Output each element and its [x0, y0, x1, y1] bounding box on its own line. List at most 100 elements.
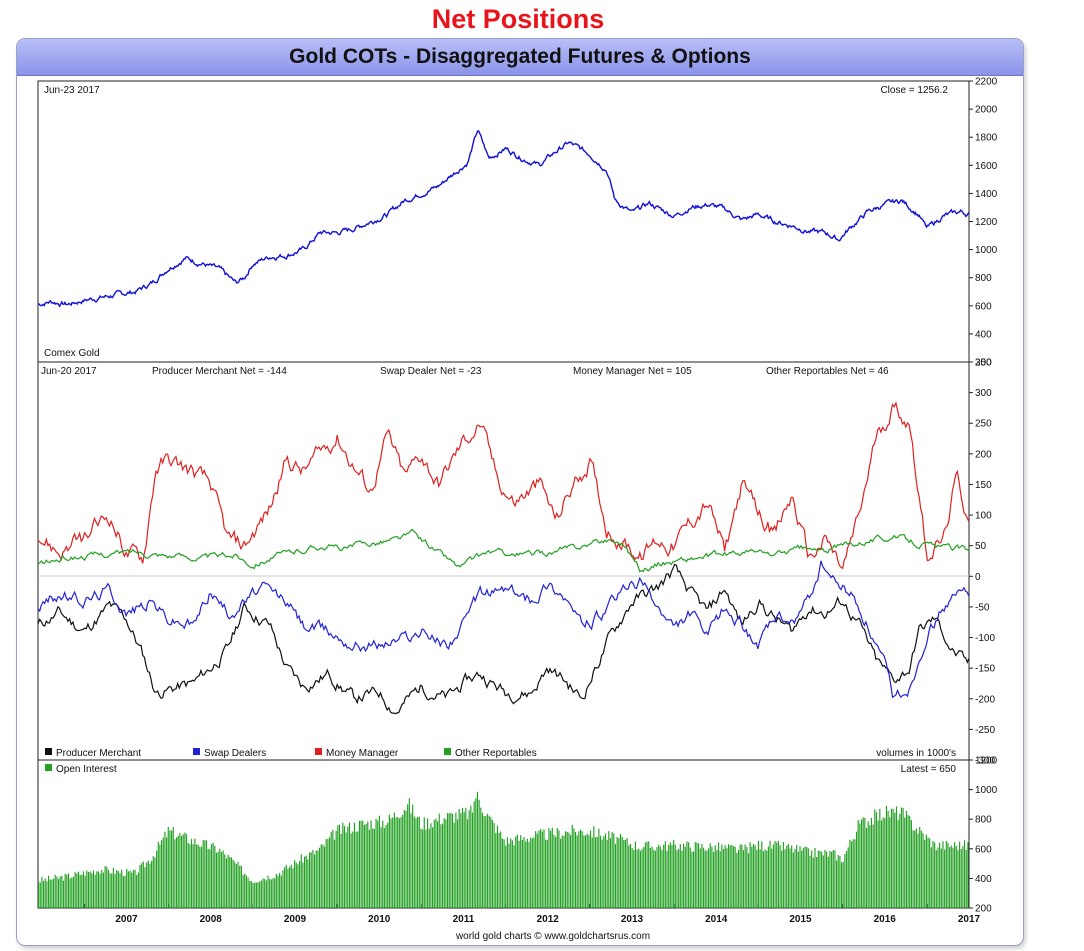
- oi-bar: [448, 813, 450, 908]
- oi-bar: [397, 817, 399, 908]
- oi-bar: [470, 805, 472, 908]
- oi-bar: [380, 827, 382, 908]
- oi-bar: [312, 849, 314, 908]
- price-tick-label: 1800: [975, 133, 998, 144]
- oi-bar: [302, 862, 304, 908]
- oi-bar: [282, 870, 284, 908]
- net-tick-label: 200: [975, 449, 992, 460]
- oi-bar: [746, 847, 748, 908]
- oi-bar: [503, 839, 505, 908]
- oi-bar: [862, 817, 864, 908]
- oi-bar: [51, 879, 53, 908]
- oi-bar: [415, 818, 417, 908]
- net-lines-group: [37, 401, 970, 715]
- oi-bar: [732, 846, 735, 908]
- oi-bar: [488, 815, 490, 908]
- oi-bar: [443, 818, 445, 908]
- oi-bar: [385, 825, 387, 908]
- oi-bar: [797, 851, 799, 908]
- oi-bar: [94, 874, 96, 908]
- oi-bar: [935, 850, 937, 908]
- producer-merchant-line: [37, 563, 970, 715]
- oi-bar: [432, 827, 434, 908]
- oi-bar: [822, 855, 824, 908]
- oi-bar: [850, 841, 853, 908]
- footer-credit: world gold charts © www.goldchartsrus.co…: [455, 931, 650, 942]
- gold-price-line: [37, 130, 970, 308]
- oi-bar: [49, 879, 51, 908]
- oi-bar: [526, 838, 528, 908]
- oi-bar: [97, 871, 100, 908]
- oi-bar: [427, 818, 429, 908]
- price-panel: [37, 80, 970, 363]
- net-tick-label: -250: [975, 725, 995, 736]
- oi-bar: [693, 851, 695, 908]
- oi-bar: [473, 801, 475, 908]
- oi-bar: [606, 839, 608, 908]
- oi-bar: [659, 846, 661, 908]
- oi-bar: [56, 876, 58, 908]
- oi-bar: [413, 816, 415, 908]
- oi-bar: [152, 856, 154, 908]
- oi-bar: [791, 845, 793, 908]
- oi-legend-swatch: [45, 764, 52, 771]
- oi-bar: [285, 865, 287, 908]
- oi-bar: [156, 850, 158, 908]
- oi-bar: [944, 849, 946, 908]
- net-tick-label: -300: [975, 756, 995, 767]
- oi-bar: [313, 854, 316, 908]
- net-tick-label: -50: [975, 602, 990, 613]
- oi-bar: [621, 836, 623, 908]
- oi-bar: [332, 829, 334, 908]
- oi-bar: [701, 843, 703, 908]
- oi-bar: [272, 878, 274, 908]
- oi-bar: [270, 879, 272, 908]
- oi-bar: [66, 874, 68, 908]
- oi-bar: [555, 836, 557, 908]
- oi-bar: [119, 873, 121, 908]
- oi-bar: [254, 882, 256, 908]
- oi-bar: [418, 816, 420, 908]
- oi-bar: [927, 837, 929, 908]
- oi-bar: [634, 841, 636, 908]
- oi-bar: [875, 812, 878, 908]
- oi-bar: [84, 875, 86, 908]
- open-interest-bars: [38, 791, 969, 908]
- oi-bar: [485, 816, 487, 908]
- oi-bar: [378, 815, 380, 908]
- oi-bar: [460, 813, 462, 908]
- oi-bar: [794, 849, 796, 908]
- oi-bar: [114, 873, 116, 908]
- oi-bar: [947, 843, 949, 908]
- oi-bar: [430, 823, 432, 908]
- oi-bar: [796, 845, 798, 908]
- oi-bar: [109, 873, 111, 908]
- oi-bar: [593, 826, 595, 908]
- oi-bar: [129, 870, 131, 908]
- oi-bar: [967, 842, 969, 908]
- oi-bar: [126, 869, 128, 908]
- oi-bar: [613, 833, 615, 908]
- oi-bar: [556, 828, 558, 908]
- oi-bar: [902, 807, 904, 908]
- oi-bar: [224, 854, 226, 908]
- oi-bar: [446, 813, 449, 908]
- oi-bar: [456, 819, 459, 908]
- oi-bar: [279, 873, 281, 908]
- year-tick-label: 2011: [453, 914, 475, 925]
- oi-bar: [132, 870, 134, 908]
- oi-bar: [277, 875, 279, 908]
- oi-bar: [161, 840, 163, 908]
- legend-other: Other Reportables: [455, 748, 537, 759]
- year-tick-label: 2014: [705, 914, 728, 925]
- oi-bar: [949, 847, 951, 908]
- oi-bar: [330, 832, 332, 908]
- oi-bar: [586, 833, 588, 908]
- oi-bar: [599, 835, 602, 908]
- oi-bar: [867, 821, 869, 908]
- oi-bar: [964, 840, 966, 908]
- instrument-label: Comex Gold: [44, 348, 100, 359]
- oi-bar: [766, 850, 768, 908]
- oi-bar: [899, 813, 901, 908]
- oi-bar: [441, 823, 444, 908]
